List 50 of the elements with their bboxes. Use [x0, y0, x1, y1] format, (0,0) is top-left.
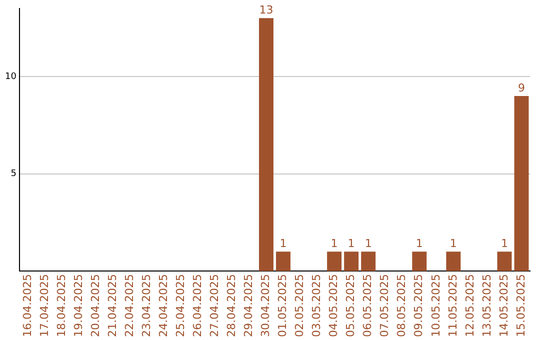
x-tick-label: 29.04.2025 — [242, 274, 256, 338]
y-tick-label: 5 — [10, 169, 16, 180]
x-tick-label: 26.04.2025 — [191, 274, 204, 338]
x-tick-label: 28.04.2025 — [225, 274, 238, 338]
x-tick-label: 08.05.2025 — [395, 274, 408, 338]
bar — [412, 252, 427, 272]
data-label: 1 — [500, 236, 508, 250]
x-tick-label: 01.05.2025 — [276, 274, 290, 338]
x-tick-label: 18.04.2025 — [54, 274, 68, 338]
x-tick-label: 09.05.2025 — [412, 274, 426, 338]
data-label: 9 — [518, 81, 525, 94]
x-tick-label: 17.04.2025 — [38, 274, 51, 338]
x-tick-label: 12.05.2025 — [463, 274, 476, 338]
x-tick-label: 06.05.2025 — [361, 274, 374, 338]
x-tick-label: 03.05.2025 — [310, 274, 324, 338]
x-tick-label: 30.04.2025 — [259, 274, 272, 338]
x-tick-label: 10.05.2025 — [429, 274, 442, 338]
bar — [361, 252, 376, 272]
bar — [446, 252, 461, 272]
x-tick-label: 11.05.2025 — [446, 274, 460, 338]
x-tick-label: 16.04.2025 — [20, 274, 34, 338]
x-tick-label: 23.04.2025 — [140, 274, 153, 338]
x-tick-label: 25.04.2025 — [174, 274, 187, 338]
x-tick-label: 24.04.2025 — [156, 274, 170, 338]
x-tick-label: 04.05.2025 — [327, 274, 340, 338]
bar — [258, 18, 274, 272]
x-tick-label: 14.05.2025 — [497, 274, 510, 338]
bar — [497, 252, 512, 272]
x-tick-label: 15.05.2025 — [514, 274, 528, 338]
x-tick-label: 05.05.2025 — [344, 274, 358, 338]
x-tick-label: 19.04.2025 — [72, 274, 85, 338]
data-label: 1 — [416, 236, 423, 250]
data-label: 1 — [348, 236, 355, 250]
data-label: 1 — [280, 236, 287, 250]
data-label: 13 — [259, 3, 274, 16]
x-tick-label: 13.05.2025 — [480, 274, 494, 338]
bar — [344, 252, 359, 272]
x-tick-label: 02.05.2025 — [293, 274, 306, 338]
data-label: 1 — [364, 236, 372, 250]
y-tick-label: 10 — [5, 72, 17, 82]
data-label: 1 — [330, 236, 338, 250]
bar — [327, 252, 342, 272]
x-tick-label: 22.04.2025 — [122, 274, 136, 338]
data-label: 1 — [450, 236, 457, 250]
bar — [276, 252, 290, 272]
bar — [514, 96, 529, 272]
x-tick-label: 07.05.2025 — [378, 274, 392, 338]
x-tick-label: 20.04.2025 — [88, 274, 102, 338]
x-tick-label: 21.04.2025 — [106, 274, 119, 338]
x-tick-label: 27.04.2025 — [208, 274, 222, 338]
